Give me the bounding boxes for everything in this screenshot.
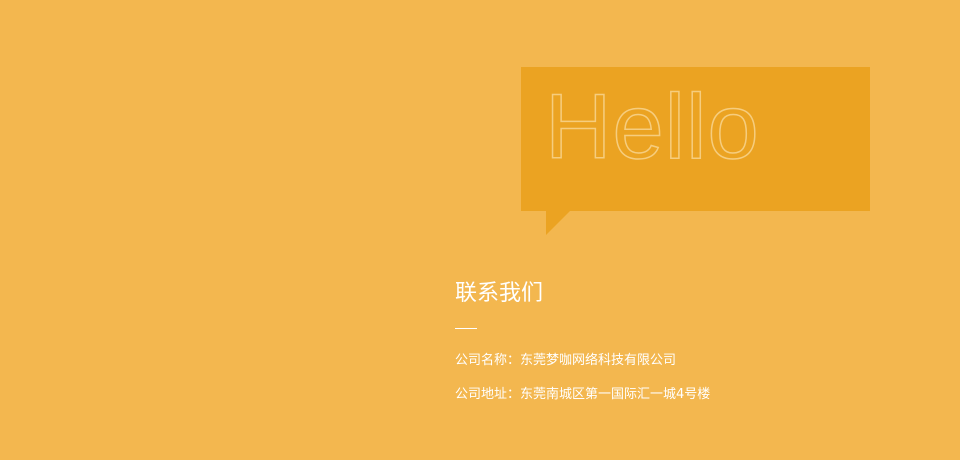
- bubble-tail: [546, 211, 570, 235]
- hello-text: Hello: [544, 76, 760, 178]
- company-name: 公司名称：东莞梦咖网络科技有限公司: [455, 353, 677, 368]
- company-address: 公司地址：东莞南城区第一国际汇一城4号楼: [455, 387, 711, 402]
- section-title: 联系我们: [455, 281, 544, 306]
- speech-bubble: Hello: [521, 67, 870, 211]
- divider: [455, 328, 477, 329]
